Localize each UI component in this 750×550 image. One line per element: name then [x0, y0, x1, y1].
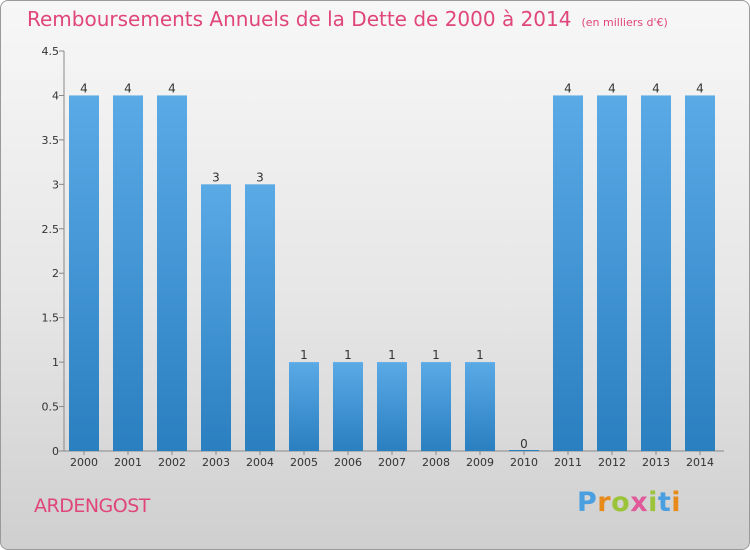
- bar-2001: [113, 95, 143, 451]
- x-tick-label: 2012: [598, 456, 626, 469]
- data-label: 4: [80, 81, 88, 95]
- data-label: 3: [256, 170, 264, 184]
- bar-2012: [597, 95, 627, 451]
- location-name: ARDENGOST: [34, 495, 150, 517]
- data-label: 1: [300, 348, 308, 362]
- data-label: 3: [212, 170, 220, 184]
- logo-letter: r: [597, 487, 612, 518]
- data-label: 4: [608, 81, 616, 95]
- proxiti-logo: Proxiti: [577, 487, 681, 518]
- chart-title: Remboursements Annuels de la Dette de 20…: [27, 7, 668, 31]
- chart-title-text: Remboursements Annuels de la Dette de 20…: [27, 7, 572, 31]
- bar-2007: [377, 362, 407, 451]
- y-tick-label: 0: [52, 445, 59, 458]
- data-label: 4: [652, 81, 660, 95]
- y-tick-label: 3: [52, 178, 59, 191]
- data-label: 4: [124, 81, 132, 95]
- bar-2003: [201, 184, 231, 452]
- y-tick-label: 2: [52, 267, 59, 280]
- data-label: 0: [520, 437, 528, 451]
- bar-2011: [553, 95, 583, 451]
- logo-letter: i: [671, 487, 682, 518]
- logo-letter: o: [611, 487, 631, 518]
- x-tick-label: 2005: [290, 456, 318, 469]
- x-tick-label: 2011: [554, 456, 582, 469]
- x-tick-label: 2006: [334, 456, 362, 469]
- x-tick-label: 2010: [510, 456, 538, 469]
- bar-2014: [685, 95, 715, 451]
- x-tick-label: 2008: [422, 456, 450, 469]
- bar-2009: [465, 362, 495, 451]
- y-tick-label: 4: [52, 89, 59, 102]
- logo-letter: x: [630, 487, 649, 518]
- x-tick-label: 2003: [202, 456, 230, 469]
- x-tick-label: 2013: [642, 456, 670, 469]
- bar-2004: [245, 184, 275, 452]
- y-tick-label: 1.5: [42, 312, 60, 325]
- y-tick-label: 2.5: [42, 223, 60, 236]
- data-label: 1: [344, 348, 352, 362]
- bar-2000: [69, 95, 99, 451]
- x-tick-label: 2004: [246, 456, 274, 469]
- x-tick-label: 2002: [158, 456, 186, 469]
- y-tick-label: 4.5: [42, 45, 60, 58]
- bar-2005: [289, 362, 319, 451]
- bar-2006: [333, 362, 363, 451]
- x-tick-label: 2001: [114, 456, 142, 469]
- bar-2010: [509, 450, 539, 451]
- bar-2008: [421, 362, 451, 451]
- bar-2013: [641, 95, 671, 451]
- logo-letter: t: [657, 487, 672, 518]
- logo-letter: P: [577, 487, 598, 518]
- chart-unit: (en milliers d'€): [581, 16, 668, 29]
- data-label: 4: [168, 81, 176, 95]
- data-label: 1: [388, 348, 396, 362]
- x-tick-label: 2000: [70, 456, 98, 469]
- y-tick-label: 1: [52, 356, 59, 369]
- x-tick-label: 2014: [686, 456, 714, 469]
- x-tick-label: 2009: [466, 456, 494, 469]
- data-label: 4: [564, 81, 572, 95]
- y-tick-label: 3.5: [42, 134, 60, 147]
- logo-letter: i: [648, 487, 658, 518]
- y-tick-label: 0.5: [42, 401, 60, 414]
- bar-2002: [157, 95, 187, 451]
- x-tick-label: 2007: [378, 456, 406, 469]
- data-label: 1: [476, 348, 484, 362]
- data-label: 1: [432, 348, 440, 362]
- data-label: 4: [696, 81, 704, 95]
